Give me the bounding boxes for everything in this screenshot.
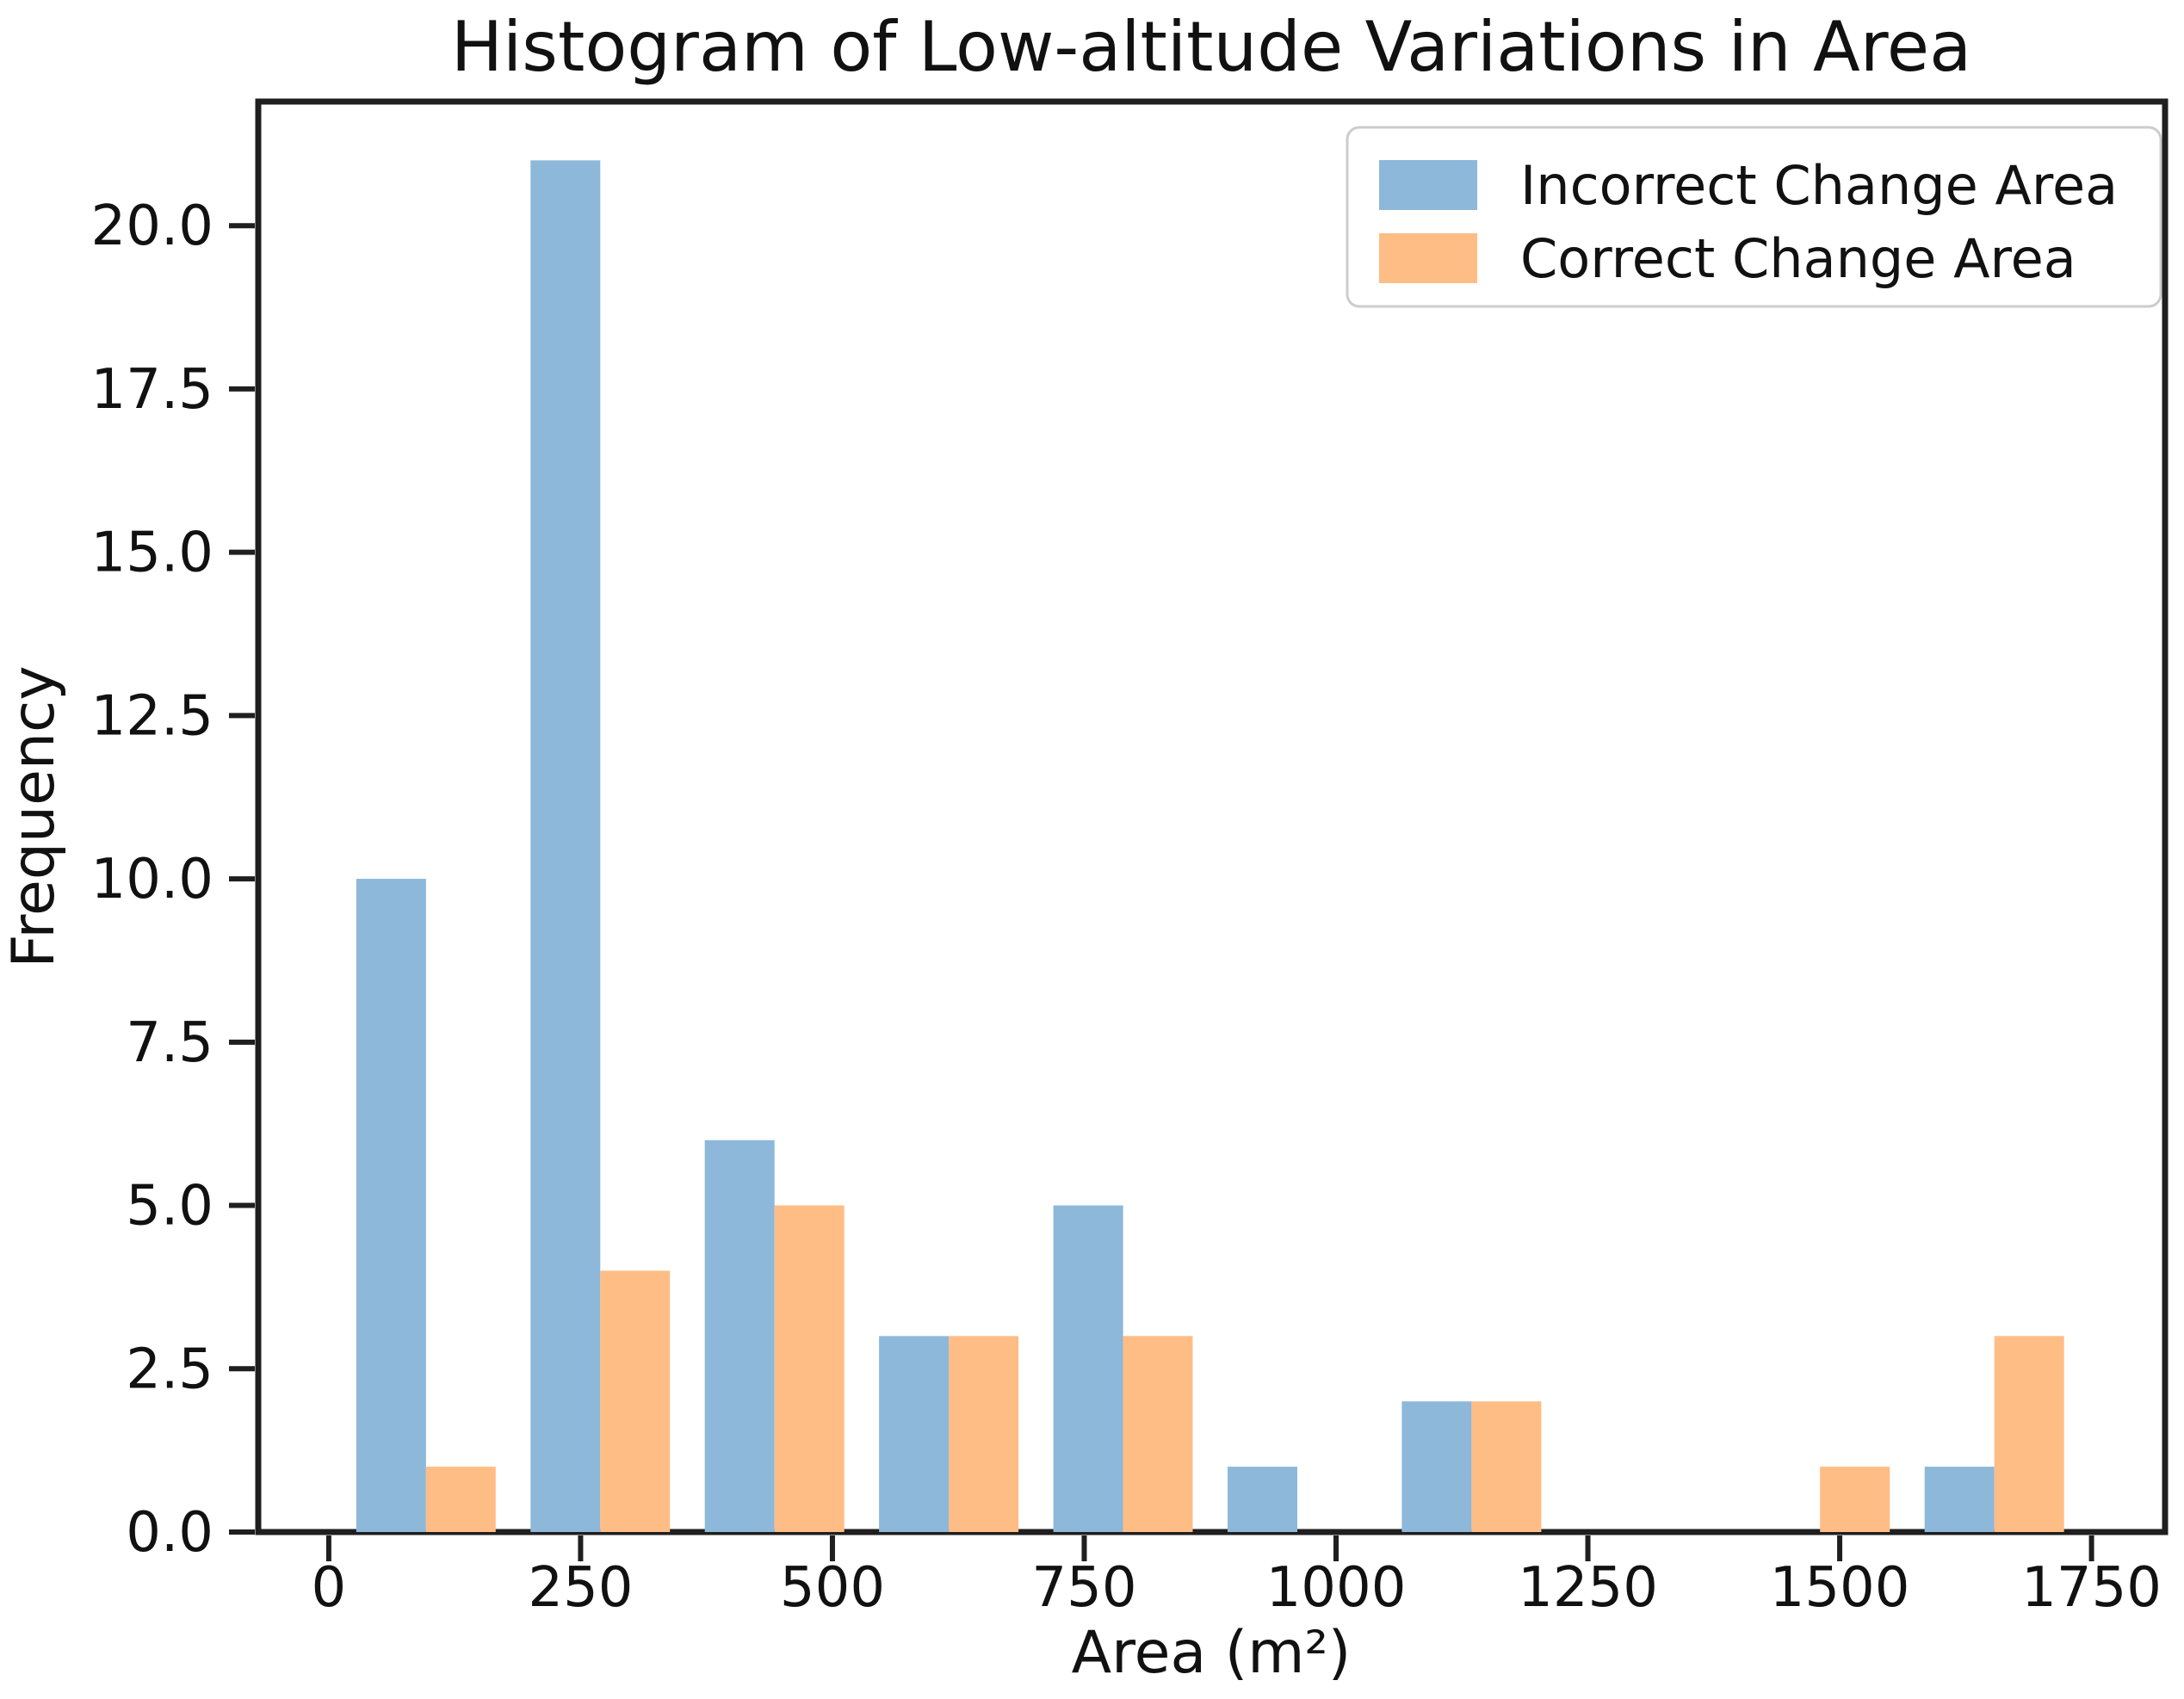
histogram-bar-incorrect-bin-2 xyxy=(704,1140,775,1532)
histogram-bar-incorrect-bin-4 xyxy=(1053,1205,1123,1532)
x-axis-ticks: 0 250 500 750 1000 1250 1500 1750 xyxy=(312,1535,2162,1620)
legend-label-correct-change-area: Correct Change Area xyxy=(1520,227,2076,290)
x-axis-label: Area (m²) xyxy=(1072,1619,1352,1687)
legend-swatch-correct-change-area xyxy=(1379,233,1477,283)
histogram-bar-correct-bin-6 xyxy=(1471,1401,1542,1532)
histogram-bar-correct-bin-9 xyxy=(1994,1336,2064,1532)
histogram-bar-correct-bin-3 xyxy=(949,1336,1019,1532)
y-tick-label: 20.0 xyxy=(91,195,214,258)
x-tick-label: 1000 xyxy=(1266,1556,1407,1620)
histogram-bar-correct-bin-1 xyxy=(600,1270,671,1532)
x-tick-label: 1250 xyxy=(1518,1556,1658,1620)
histogram-bar-incorrect-bin-0 xyxy=(356,879,426,1532)
legend: Incorrect Change Area Correct Change Are… xyxy=(1346,126,2162,308)
histogram-bar-correct-bin-2 xyxy=(774,1205,845,1532)
y-axis-label: Frequency xyxy=(0,665,68,967)
y-tick-label: 7.5 xyxy=(126,1011,213,1075)
x-tick-label: 0 xyxy=(312,1556,347,1620)
chart-title: Histogram of Low-altitude Variations in … xyxy=(451,7,1971,87)
y-tick-label: 0.0 xyxy=(126,1501,213,1565)
histogram-bar-correct-bin-0 xyxy=(425,1467,496,1532)
y-tick-label: 2.5 xyxy=(126,1338,213,1401)
bars-layer xyxy=(356,160,2064,1532)
y-tick-label: 12.5 xyxy=(91,684,214,748)
histogram-bar-correct-bin-4 xyxy=(1123,1336,1193,1532)
histogram-bar-incorrect-bin-6 xyxy=(1401,1401,1472,1532)
histogram-bar-incorrect-bin-5 xyxy=(1228,1467,1297,1532)
x-tick-label: 750 xyxy=(1031,1556,1136,1620)
plot-border xyxy=(255,98,2169,1535)
histogram-bar-incorrect-bin-3 xyxy=(879,1336,950,1532)
x-tick-label: 1500 xyxy=(1770,1556,1910,1620)
x-tick-label: 500 xyxy=(780,1556,885,1620)
y-tick-label: 5.0 xyxy=(126,1175,213,1239)
legend-label-incorrect-change-area: Incorrect Change Area xyxy=(1520,154,2118,217)
x-tick-label: 250 xyxy=(528,1556,633,1620)
legend-swatch-incorrect-change-area xyxy=(1379,160,1477,210)
histogram-bar-incorrect-bin-9 xyxy=(1924,1467,1995,1532)
y-tick-label: 17.5 xyxy=(91,358,214,422)
histogram-bar-correct-bin-8 xyxy=(1820,1467,1890,1532)
histogram-bar-incorrect-bin-1 xyxy=(530,160,601,1532)
y-tick-label: 15.0 xyxy=(91,522,214,585)
y-axis-ticks: 0.0 2.5 5.0 7.5 10.0 12.5 15.0 17.5 20.0 xyxy=(91,195,255,1565)
x-tick-label: 1750 xyxy=(2021,1556,2162,1620)
legend-box xyxy=(1346,126,2162,308)
y-tick-label: 10.0 xyxy=(91,848,214,911)
